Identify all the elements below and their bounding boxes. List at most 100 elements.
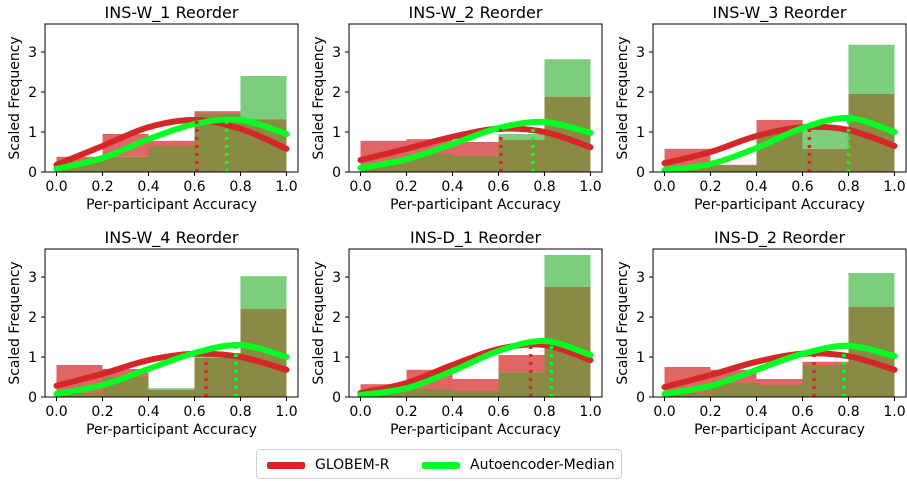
- axes-frame: [44, 248, 299, 398]
- x-tick-label: 0.4: [137, 179, 159, 195]
- autoencoder-bar: [544, 255, 591, 287]
- autoencoder-bar: [848, 273, 895, 307]
- legend-item-globem: GLOBEM-R: [267, 455, 389, 475]
- globem-curve: [661, 350, 898, 390]
- globem-bar: [452, 142, 499, 156]
- y-tick-label: 3: [28, 45, 37, 61]
- x-tick-label: 0.2: [699, 404, 721, 420]
- axes-frame: [44, 23, 299, 173]
- x-tick-label: 0.2: [91, 404, 113, 420]
- autoencoder-curve: [661, 342, 898, 397]
- y-tick-label: 1: [332, 350, 341, 366]
- panel-title: INS-D_1 Reorder: [410, 228, 542, 248]
- y-tick-label: 2: [332, 310, 341, 326]
- x-tick-label: 0.0: [653, 404, 675, 420]
- autoencoder-curve: [357, 337, 594, 397]
- x-tick-label: 0.8: [837, 404, 859, 420]
- x-tick-label: 0.0: [45, 179, 67, 195]
- y-tick-label: 1: [332, 125, 341, 141]
- globem-curve: [53, 116, 290, 168]
- y-axis-label: Scaled Frequency: [7, 36, 23, 159]
- panel-title: INS-D_2 Reorder: [714, 228, 846, 248]
- x-tick-label: 1.0: [579, 404, 601, 420]
- x-tick-label: 0.4: [745, 179, 767, 195]
- overlap-bar: [498, 372, 545, 397]
- x-tick-label: 0.6: [487, 404, 509, 420]
- x-tick-label: 0.8: [837, 179, 859, 195]
- panel-title: INS-W_1 Reorder: [105, 3, 239, 23]
- y-tick-label: 3: [28, 270, 37, 286]
- y-tick-label: 2: [636, 310, 645, 326]
- overlap-bar: [452, 156, 499, 172]
- overlap-bar: [406, 389, 453, 397]
- plot-area: [661, 44, 898, 172]
- overlap-bar: [498, 140, 545, 172]
- panel-title: INS-W_3 Reorder: [713, 3, 847, 23]
- autoencoder-bar: [802, 128, 849, 149]
- overlap-bar: [710, 383, 757, 397]
- x-tick-label: 0.4: [137, 404, 159, 420]
- overlap-bar: [802, 365, 849, 397]
- globem-bar: [802, 361, 849, 365]
- panel-6: 0.0 0.2 0.4 0.6 0.8 1.0 0 1 2 3 INS-D_2 Reorder Per…: [615, 228, 907, 438]
- autoencoder-curve: [53, 341, 290, 397]
- x-tick-label: 1.0: [275, 179, 297, 195]
- panel-1: 0.0 0.2 0.4 0.6 0.8 1.0 0 1 2 3 INS-W_1 Reorder Per…: [7, 3, 299, 213]
- x-tick-label: 0.6: [791, 404, 813, 420]
- x-tick-label: 0.4: [441, 179, 463, 195]
- globem-bar: [102, 369, 149, 377]
- y-axis-label: Scaled Frequency: [311, 261, 327, 384]
- globem-curve: [53, 350, 290, 389]
- overlap-bar: [756, 385, 803, 397]
- y-tick-label: 1: [28, 125, 37, 141]
- x-axis-label: Per-participant Accuracy: [390, 197, 561, 213]
- y-tick-label: 0: [28, 390, 37, 406]
- autoencoder-bar: [498, 134, 545, 140]
- x-tick-label: 0.2: [395, 179, 417, 195]
- globem-bar: [498, 355, 545, 373]
- x-tick-label: 0.2: [395, 404, 417, 420]
- globem-curve: [357, 341, 594, 396]
- panel-5: 0.0 0.2 0.4 0.6 0.8 1.0 0 1 2 3 INS-D_1 Reorder Per…: [311, 228, 603, 438]
- legend-swatch-globem: [267, 461, 305, 469]
- y-tick-label: 0: [332, 390, 341, 406]
- y-tick-label: 0: [636, 390, 645, 406]
- y-tick-label: 0: [28, 165, 37, 181]
- overlap-bar: [664, 393, 711, 397]
- overlap-bar: [710, 166, 757, 172]
- y-tick-label: 1: [636, 125, 645, 141]
- y-tick-label: 2: [28, 310, 37, 326]
- x-tick-label: 0.6: [183, 404, 205, 420]
- axes-frame: [652, 248, 907, 398]
- overlap-bar: [102, 156, 149, 172]
- x-tick-label: 0.6: [487, 179, 509, 195]
- x-tick-label: 0.8: [533, 404, 555, 420]
- y-tick-label: 0: [636, 165, 645, 181]
- panel-title: INS-W_4 Reorder: [105, 228, 239, 248]
- legend: GLOBEM-R Autoencoder-Median: [256, 449, 622, 479]
- x-tick-label: 0.0: [653, 179, 675, 195]
- overlap-bar: [452, 391, 499, 397]
- autoencoder-bar: [240, 276, 287, 309]
- y-axis-label: Scaled Frequency: [615, 261, 631, 384]
- x-tick-label: 0.2: [91, 179, 113, 195]
- y-tick-label: 1: [636, 350, 645, 366]
- globem-bar: [756, 379, 803, 385]
- x-tick-label: 0.8: [229, 404, 251, 420]
- legend-item-autoencoder: Autoencoder-Median: [422, 455, 615, 475]
- panel-2: 0.0 0.2 0.4 0.6 0.8 1.0 0 1 2 3 INS-W_2 Reorder Per…: [311, 3, 603, 213]
- x-tick-label: 0.0: [349, 404, 371, 420]
- globem-bar: [452, 379, 499, 391]
- autoencoder-bar: [240, 76, 287, 120]
- legend-label-globem: GLOBEM-R: [315, 457, 390, 473]
- x-tick-label: 0.0: [349, 179, 371, 195]
- x-tick-label: 0.6: [791, 179, 813, 195]
- plot-area: [661, 273, 898, 397]
- x-tick-label: 0.4: [441, 404, 463, 420]
- autoencoder-curve: [661, 114, 898, 172]
- overlap-bar: [56, 393, 103, 397]
- panel-4: 0.0 0.2 0.4 0.6 0.8 1.0 0 1 2 3 INS-W_4 Reorder Per…: [7, 228, 299, 438]
- y-tick-label: 2: [28, 85, 37, 101]
- x-tick-label: 0.0: [45, 404, 67, 420]
- x-tick-label: 0.6: [183, 179, 205, 195]
